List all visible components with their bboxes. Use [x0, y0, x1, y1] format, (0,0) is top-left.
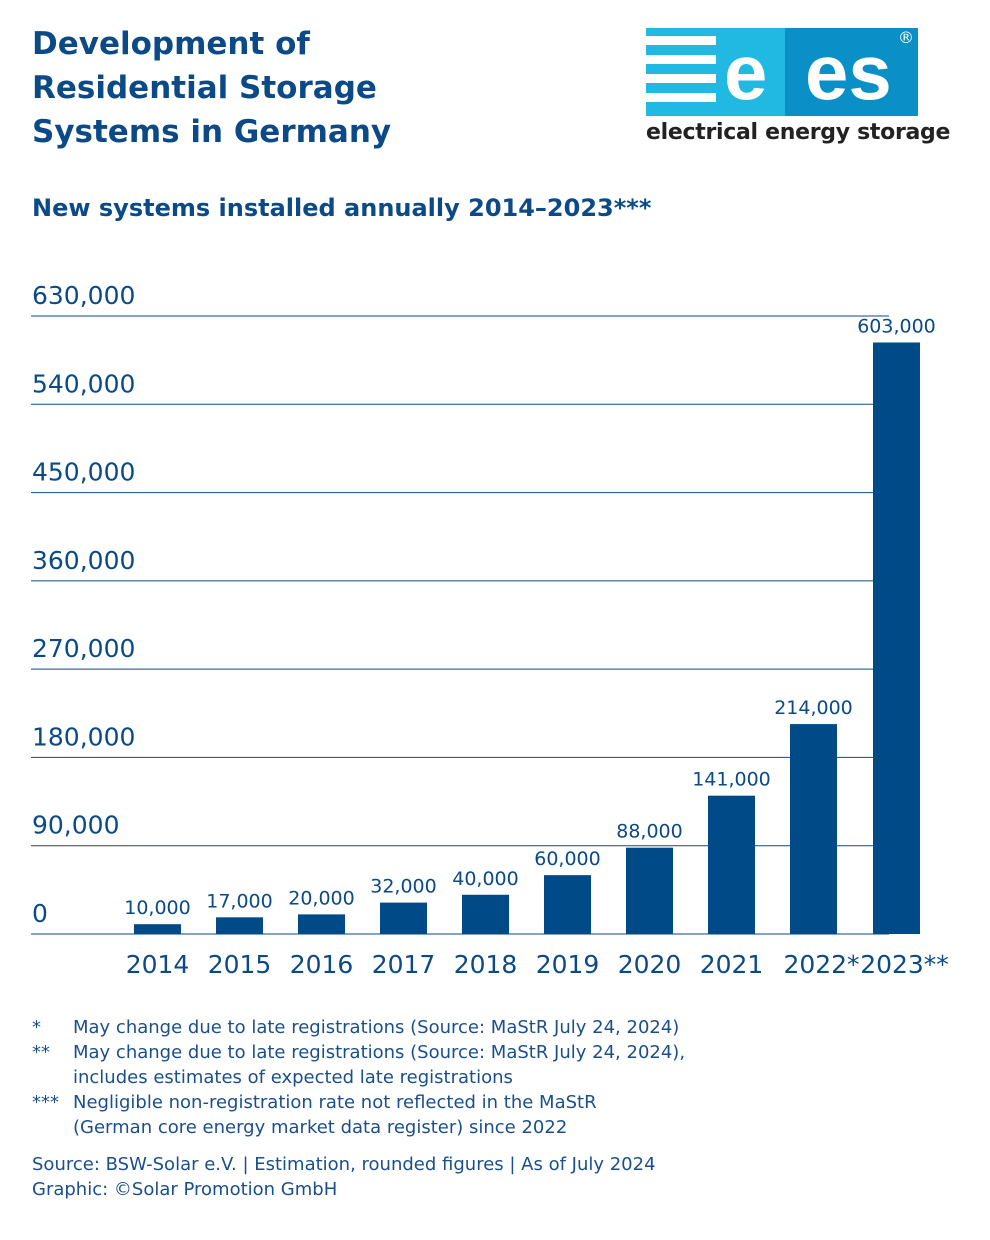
title-line: Systems in Germany	[32, 114, 392, 150]
data-label: 214,000	[774, 697, 853, 719]
data-label: 20,000	[288, 887, 354, 909]
x-tick-label: 2020	[618, 950, 682, 979]
y-tick-label: 180,000	[32, 722, 135, 751]
footnote: ** May change due to late registrations …	[32, 1040, 685, 1090]
data-label: 17,000	[206, 890, 272, 912]
title-line: Residential Storage	[32, 70, 377, 106]
bar	[708, 795, 755, 934]
footnote-text: May change due to late registrations (So…	[73, 1017, 680, 1038]
x-tick-label: 2019	[536, 950, 600, 979]
logo-tagline: electrical energy storage	[646, 120, 951, 145]
y-tick-label: 90,000	[32, 811, 119, 840]
bar	[380, 902, 427, 934]
bar	[134, 924, 181, 934]
y-tick-label: 270,000	[32, 634, 135, 663]
x-tick-label: 2021	[700, 950, 764, 979]
y-tick-label: 0	[32, 899, 48, 928]
bar	[544, 875, 591, 934]
y-tick-label: 540,000	[32, 369, 135, 398]
data-label: 10,000	[124, 897, 190, 919]
data-label: 32,000	[370, 876, 436, 898]
footnote: *** Negligible non-registration rate not…	[32, 1090, 685, 1140]
registered-mark: ®	[898, 28, 914, 47]
x-tick-label: 2022*	[783, 950, 859, 979]
title-line: Development of	[32, 26, 310, 62]
x-tick-label: 2015	[208, 950, 272, 979]
data-label: 60,000	[534, 848, 600, 870]
source-line: Source: BSW-Solar e.V. | Estimation, rou…	[32, 1154, 656, 1175]
bar	[626, 847, 673, 934]
chart-title: New systems installed annually 2014–2023…	[32, 194, 652, 222]
x-tick-label: 2023**	[860, 950, 949, 979]
ees-logo: e es ® electrical energy storage	[646, 28, 951, 145]
x-tick-label: 2017	[372, 950, 436, 979]
data-label: 141,000	[692, 769, 771, 791]
footnote: * May change due to late registrations (…	[32, 1015, 685, 1040]
footnote-text: Negligible non-registration rate not ref…	[73, 1092, 597, 1113]
data-label: 40,000	[452, 868, 518, 890]
source-note: Source: BSW-Solar e.V. | Estimation, rou…	[32, 1152, 656, 1202]
bar	[298, 914, 345, 934]
data-label: 603,000	[857, 315, 936, 337]
footnote-mark: *	[32, 1017, 41, 1038]
graphic-credit: Graphic: ©Solar Promotion GmbH	[32, 1179, 338, 1200]
y-tick-label: 630,000	[32, 281, 135, 310]
footnote-mark: ***	[32, 1092, 59, 1113]
x-tick-label: 2014	[126, 950, 190, 979]
x-tick-label: 2018	[454, 950, 518, 979]
bar-chart: 0 90,000 180,000 270,000 360,000 450,000 540,0…	[31, 281, 949, 979]
y-tick-label: 360,000	[32, 546, 135, 575]
x-tick-label: 2016	[290, 950, 354, 979]
data-label: 88,000	[616, 821, 682, 843]
bar	[790, 724, 837, 934]
footnote-text: includes estimates of expected late regi…	[73, 1067, 513, 1088]
bar	[873, 342, 920, 934]
footnote-text: (German core energy market data register…	[73, 1117, 568, 1138]
bar	[216, 917, 263, 934]
footnotes: * May change due to late registrations (…	[32, 1015, 685, 1140]
y-tick-label: 450,000	[32, 458, 135, 487]
page-title: Development of Residential Storage Syste…	[32, 22, 391, 154]
footnote-text: May change due to late registrations (So…	[73, 1042, 686, 1063]
footnote-mark: **	[32, 1042, 50, 1063]
bar	[462, 894, 509, 934]
